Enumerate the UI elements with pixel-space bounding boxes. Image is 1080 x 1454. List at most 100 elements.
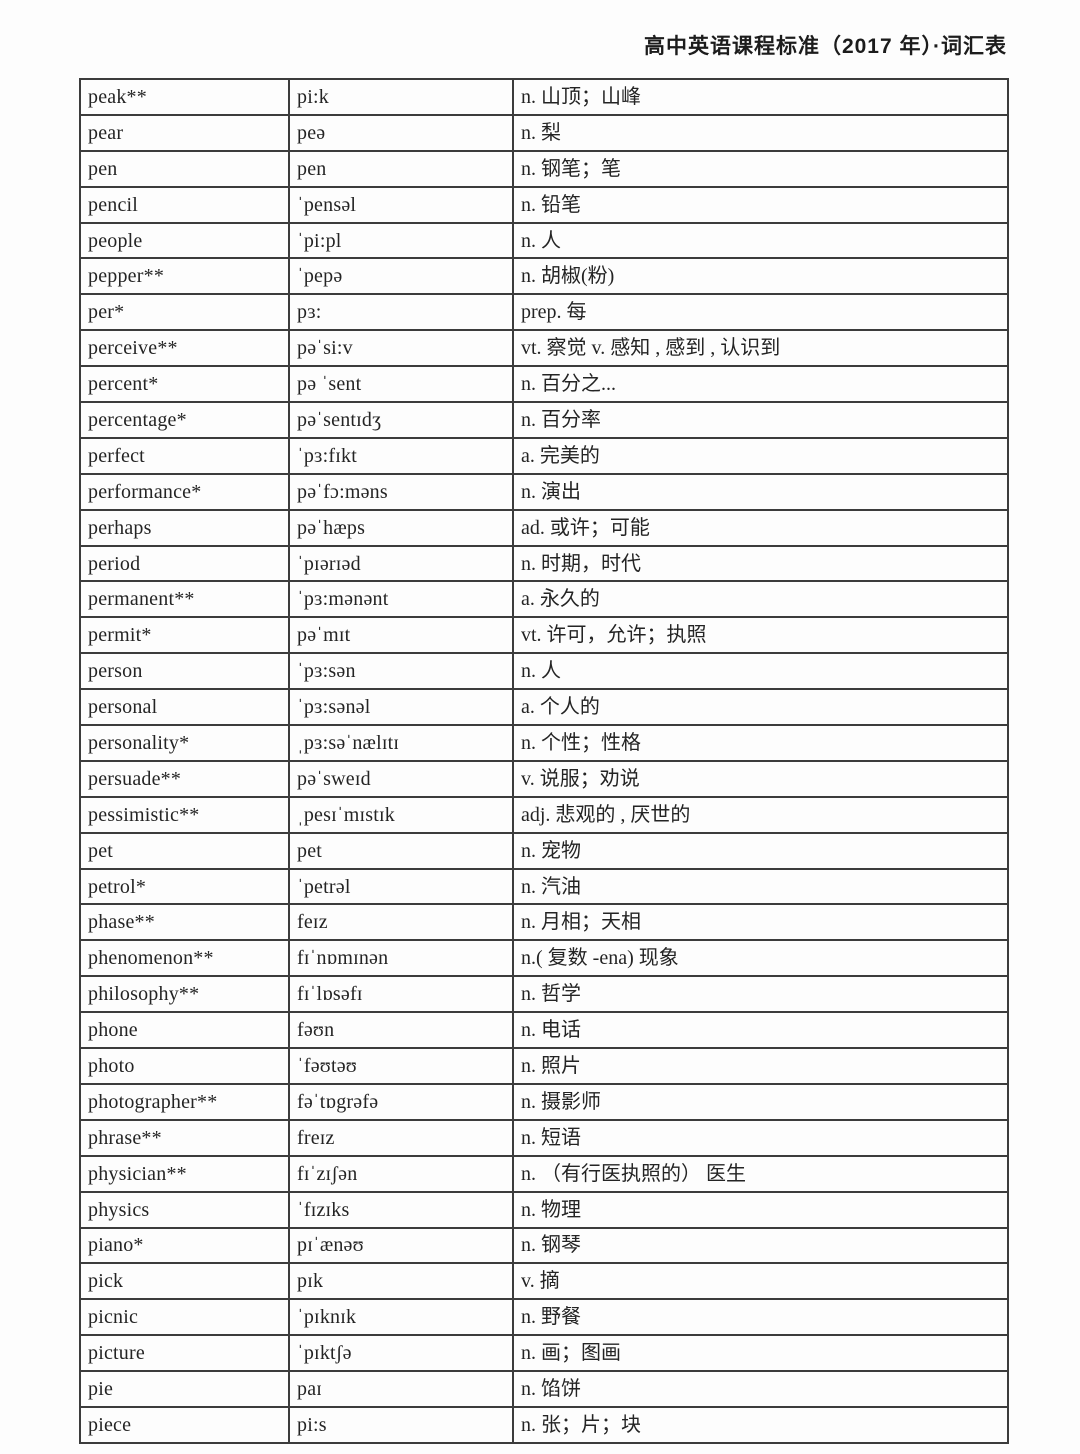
table-row: phrase** freɪz n. 短语 [79,1118,1009,1157]
meaning-cell: adj. 悲观的 , 厌世的 [512,795,1009,834]
word-cell: perfect [79,436,290,475]
pronunciation-cell: pəˈmɪt [288,616,514,655]
table-row: phone fəʊn n. 电话 [79,1011,1009,1050]
pronunciation-cell: pi:s [288,1405,514,1444]
word-cell: picnic [79,1298,290,1337]
meaning-cell: n. 人 [512,221,1009,260]
table-row: percentage* pəˈsentɪdʒ n. 百分率 [79,401,1009,439]
meaning-cell: n. 时期，时代 [512,544,1009,583]
table-row: phase** feɪz n. 月相；天相 [79,903,1009,942]
word-cell: percent* [79,365,290,404]
meaning-cell: n. 电话 [512,1011,1009,1050]
pronunciation-cell: pɪk [288,1262,514,1301]
table-row: picture ˈpɪktʃə n. 画；图画 [79,1334,1009,1373]
vocabulary-table-body: peak** pi:k n. 山顶；山峰 pear peə n. 梨 pen p… [79,78,1009,1444]
meaning-cell: n. 汽油 [512,867,1009,906]
meaning-cell: n. 物理 [512,1190,1009,1229]
pronunciation-cell: pəˈhæps [288,508,514,547]
word-cell: peak** [79,78,290,116]
word-cell: photographer** [79,1082,290,1121]
table-row: pie paɪ n. 馅饼 [79,1370,1009,1408]
word-cell: person [79,652,290,691]
pronunciation-cell: pəˈsweɪd [288,759,514,798]
table-row: physics ˈfɪzɪks n. 物理 [79,1190,1009,1229]
table-row: pear peə n. 梨 [79,113,1009,152]
table-row: physician** fɪˈzɪʃən n. （有行医执照的） 医生 [79,1154,1009,1193]
table-row: perfect ˈpɜ:fɪkt a. 完美的 [79,436,1009,475]
pronunciation-cell: fəˈtɒgrəfə [288,1082,514,1121]
meaning-cell: n. 钢笔；笔 [512,149,1009,188]
table-row: personality* ˌpɜ:səˈnælɪtɪ n. 个性；性格 [79,724,1009,762]
pronunciation-cell: ˈpɜ:mənənt [288,580,514,619]
table-row: permit* pəˈmɪt vt. 许可，允许；执照 [79,616,1009,655]
pronunciation-cell: ˈpɜ:sən [288,652,514,691]
word-cell: people [79,221,290,260]
word-cell: period [79,544,290,583]
meaning-cell: n. 馅饼 [512,1370,1009,1408]
meaning-cell: n. 宠物 [512,831,1009,870]
meaning-cell: n. 铅笔 [512,185,1009,224]
pronunciation-cell: ˈpɜ:fɪkt [288,436,514,475]
page-title: 高中英语课程标准（2017 年）·词汇表 [643,35,1007,58]
pronunciation-cell: feɪz [288,903,514,942]
table-row: peak** pi:k n. 山顶；山峰 [79,78,1009,116]
pronunciation-cell: paɪ [288,1370,514,1408]
table-row: photographer** fəˈtɒgrəfə n. 摄影师 [79,1082,1009,1121]
meaning-cell: n. 胡椒(粉) [512,257,1009,296]
meaning-cell: n. 人 [512,652,1009,691]
table-row: phenomenon** fɪˈnɒmɪnən n.( 复数 -ena) 现象 [79,939,1009,978]
pronunciation-cell: ˈpɪərɪəd [288,544,514,583]
word-cell: per* [79,293,290,332]
table-row: person ˈpɜ:sən n. 人 [79,652,1009,691]
meaning-cell: n. 照片 [512,1047,1009,1085]
pronunciation-cell: ˌpesɪˈmɪstɪk [288,795,514,834]
table-row: piece pi:s n. 张；片；块 [79,1405,1009,1444]
word-cell: permit* [79,616,290,655]
meaning-cell: n. 月相；天相 [512,903,1009,942]
pronunciation-cell: pə ˈsent [288,365,514,404]
pronunciation-cell: peə [288,113,514,152]
pronunciation-cell: ˈpetrəl [288,867,514,906]
table-row: perhaps pəˈhæps ad. 或许；可能 [79,508,1009,547]
table-row: pen pen n. 钢笔；笔 [79,149,1009,188]
word-cell: picture [79,1334,290,1373]
meaning-cell: ad. 或许；可能 [512,508,1009,547]
pronunciation-cell: ˈpensəl [288,185,514,224]
meaning-cell: n. 张；片；块 [512,1405,1009,1444]
table-row: pick pɪk v. 摘 [79,1262,1009,1301]
meaning-cell: n. 钢琴 [512,1226,1009,1265]
word-cell: personal [79,688,290,727]
table-row: percent* pə ˈsent n. 百分之... [79,365,1009,404]
meaning-cell: vt. 许可，允许；执照 [512,616,1009,655]
meaning-cell: v. 摘 [512,1262,1009,1301]
table-row: permanent** ˈpɜ:mənənt a. 永久的 [79,580,1009,619]
table-row: picnic ˈpɪknɪk n. 野餐 [79,1298,1009,1337]
word-cell: pepper** [79,257,290,296]
word-cell: persuade** [79,759,290,798]
meaning-cell: n. 百分之... [512,365,1009,404]
meaning-cell: v. 说服；劝说 [512,759,1009,798]
meaning-cell: n.( 复数 -ena) 现象 [512,939,1009,978]
meaning-cell: n. 摄影师 [512,1082,1009,1121]
word-cell: pet [79,831,290,870]
word-cell: piano* [79,1226,290,1265]
word-cell: permanent** [79,580,290,619]
pronunciation-cell: pi:k [288,78,514,116]
table-row: piano* pɪˈænəʊ n. 钢琴 [79,1226,1009,1265]
table-row: photo ˈfəʊtəʊ n. 照片 [79,1047,1009,1085]
meaning-cell: n. （有行医执照的） 医生 [512,1154,1009,1193]
table-row: period ˈpɪərɪəd n. 时期，时代 [79,544,1009,583]
meaning-cell: n. 山顶；山峰 [512,78,1009,116]
word-cell: percentage* [79,401,290,439]
word-cell: pick [79,1262,290,1301]
word-cell: pessimistic** [79,795,290,834]
table-row: per* pɜ: prep. 每 [79,293,1009,332]
pronunciation-cell: pet [288,831,514,870]
word-cell: physician** [79,1154,290,1193]
table-row: pessimistic** ˌpesɪˈmɪstɪk adj. 悲观的 , 厌世… [79,795,1009,834]
meaning-cell: n. 个性；性格 [512,724,1009,762]
pronunciation-cell: pen [288,149,514,188]
word-cell: photo [79,1047,290,1085]
meaning-cell: prep. 每 [512,293,1009,332]
